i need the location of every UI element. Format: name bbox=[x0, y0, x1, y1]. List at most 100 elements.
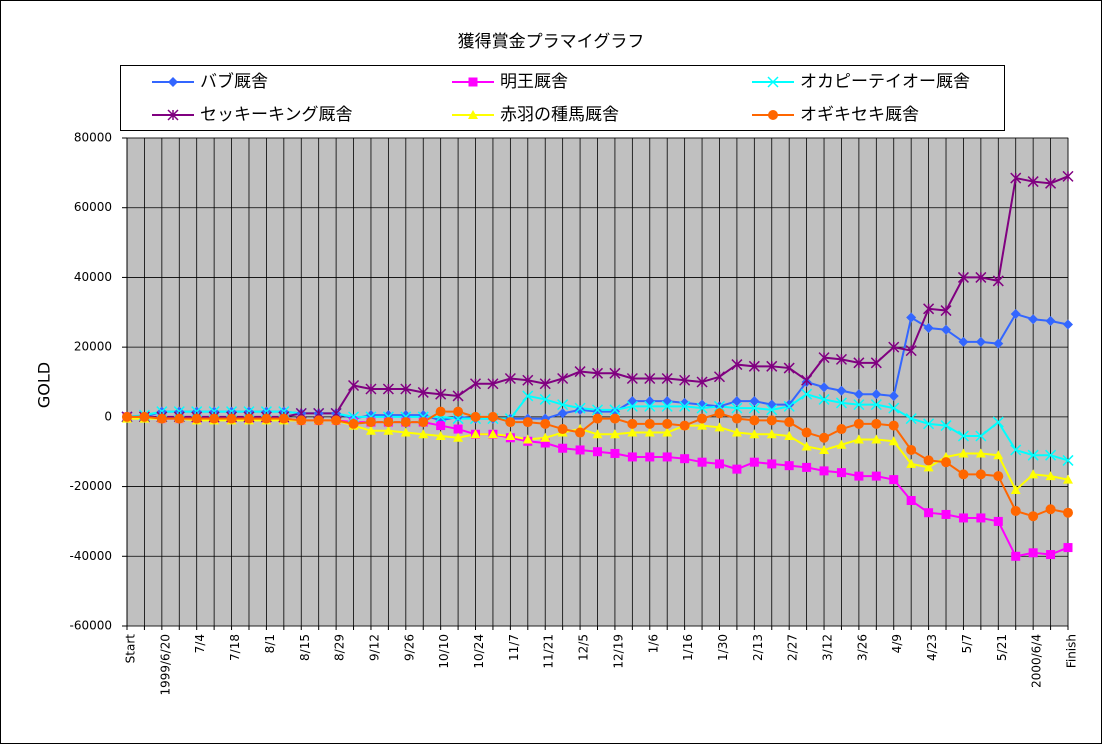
x-tick-label: 7/18 bbox=[228, 634, 242, 661]
marker bbox=[557, 408, 568, 419]
marker bbox=[679, 400, 691, 412]
marker bbox=[783, 400, 795, 412]
marker bbox=[470, 411, 481, 422]
marker bbox=[801, 374, 813, 386]
marker bbox=[575, 427, 586, 438]
marker bbox=[168, 77, 178, 87]
y-tick-label: 80000 bbox=[74, 131, 112, 145]
marker bbox=[592, 429, 603, 439]
marker bbox=[1010, 172, 1022, 184]
marker bbox=[888, 390, 899, 401]
marker bbox=[261, 413, 272, 424]
marker bbox=[644, 400, 656, 412]
x-tick-label: Start bbox=[124, 634, 138, 664]
marker bbox=[697, 457, 707, 467]
marker bbox=[888, 341, 900, 353]
marker bbox=[819, 382, 830, 393]
marker bbox=[539, 378, 551, 390]
marker bbox=[644, 427, 655, 437]
marker bbox=[167, 109, 179, 121]
marker bbox=[400, 427, 411, 437]
x-tick-label: 2/27 bbox=[786, 634, 800, 661]
marker bbox=[487, 411, 498, 422]
marker bbox=[453, 406, 464, 417]
marker bbox=[139, 411, 150, 422]
marker bbox=[905, 413, 917, 425]
marker bbox=[801, 441, 812, 451]
y-tick-label: -40000 bbox=[69, 549, 112, 563]
chart-title: 獲得賞金プラマイグラフ bbox=[458, 32, 645, 52]
marker bbox=[400, 383, 412, 395]
x-tick-label: 8/1 bbox=[263, 634, 277, 653]
marker bbox=[714, 459, 724, 469]
marker bbox=[557, 424, 568, 435]
marker bbox=[766, 415, 777, 426]
x-tick-label: 1/16 bbox=[681, 634, 695, 661]
marker bbox=[749, 415, 760, 426]
marker bbox=[522, 374, 534, 386]
x-tick-label: 5/21 bbox=[995, 634, 1009, 661]
marker bbox=[818, 352, 830, 364]
marker bbox=[819, 444, 830, 454]
x-tick-label: 2000/6/4 bbox=[1030, 634, 1044, 688]
marker bbox=[1011, 551, 1021, 561]
marker bbox=[802, 462, 812, 472]
marker bbox=[539, 393, 551, 405]
marker bbox=[226, 413, 237, 424]
marker bbox=[784, 399, 795, 410]
legend-item: バブ厩舎 bbox=[152, 71, 268, 92]
marker bbox=[870, 357, 882, 369]
legend-box bbox=[120, 65, 1005, 131]
marker bbox=[592, 406, 603, 417]
x-tick-label: 4/23 bbox=[925, 634, 939, 661]
marker bbox=[626, 372, 638, 385]
legend-label: オカピーテイオー厩舎 bbox=[800, 72, 970, 92]
marker bbox=[452, 390, 464, 402]
x-tick-label: 9/12 bbox=[367, 634, 381, 661]
marker bbox=[958, 336, 969, 347]
marker bbox=[243, 413, 254, 424]
marker bbox=[645, 452, 655, 462]
marker bbox=[940, 420, 952, 432]
marker bbox=[713, 371, 726, 383]
marker bbox=[644, 372, 656, 385]
marker bbox=[1063, 543, 1073, 553]
marker bbox=[992, 416, 1004, 428]
y-tick-label: -60000 bbox=[69, 619, 112, 633]
marker bbox=[819, 432, 830, 443]
marker bbox=[522, 417, 533, 428]
marker bbox=[871, 471, 881, 481]
marker bbox=[768, 110, 778, 120]
x-tick-label: 11/21 bbox=[542, 634, 556, 669]
marker bbox=[871, 418, 882, 429]
marker bbox=[975, 336, 986, 347]
marker bbox=[731, 359, 743, 371]
marker bbox=[801, 427, 812, 438]
marker bbox=[382, 383, 394, 395]
x-tick-label: Finish bbox=[1065, 634, 1079, 668]
marker bbox=[941, 509, 951, 519]
marker bbox=[941, 457, 952, 468]
marker bbox=[1028, 548, 1038, 558]
marker bbox=[593, 447, 602, 457]
marker bbox=[661, 372, 673, 385]
marker bbox=[626, 400, 638, 412]
marker bbox=[853, 434, 864, 444]
marker bbox=[888, 436, 899, 446]
marker bbox=[835, 397, 847, 409]
x-tick-label: 1/30 bbox=[716, 634, 730, 661]
marker bbox=[122, 411, 132, 422]
marker bbox=[784, 461, 794, 471]
marker bbox=[941, 324, 952, 335]
marker bbox=[365, 417, 376, 428]
marker bbox=[854, 471, 864, 481]
y-tick-label: -20000 bbox=[69, 479, 112, 493]
marker bbox=[575, 445, 585, 455]
marker bbox=[609, 406, 620, 417]
marker bbox=[487, 429, 498, 439]
marker bbox=[627, 427, 638, 437]
marker bbox=[697, 413, 708, 424]
marker bbox=[1062, 454, 1074, 466]
marker bbox=[906, 312, 917, 323]
marker bbox=[888, 420, 899, 431]
